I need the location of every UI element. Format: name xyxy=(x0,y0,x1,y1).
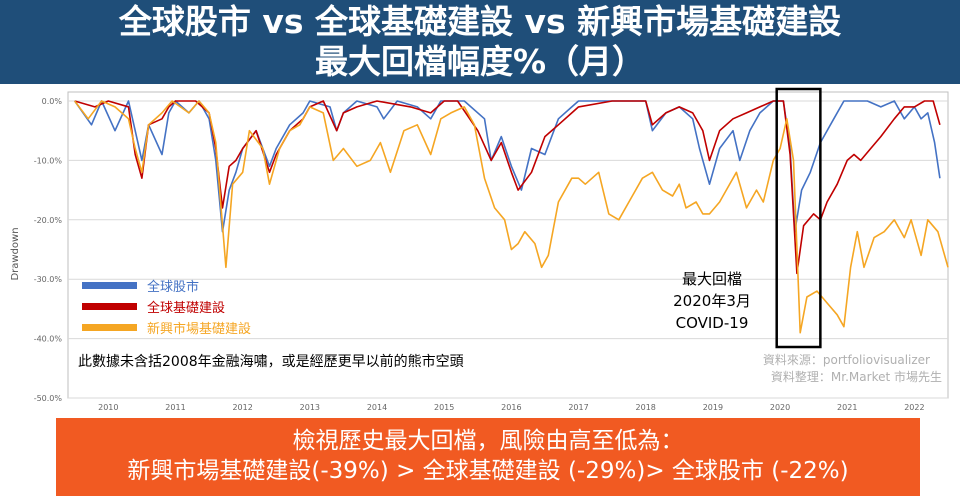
x-tick-label: 2022 xyxy=(904,403,924,412)
x-tick-label: 2011 xyxy=(165,403,185,412)
x-tick-label: 2018 xyxy=(636,403,656,412)
x-tick-label: 2013 xyxy=(300,403,320,412)
y-axis-label: Drawdown xyxy=(10,227,21,280)
drawdown-chart: 0.0%-10.0%-20.0%-30.0%-40.0%-50.0% 2010 2… xyxy=(10,87,949,412)
legend-label: 全球基礎建設 xyxy=(147,300,225,316)
conclusion-line-2: 新興市場基礎建設(-39%) > 全球基礎建設 (-29%)> 全球股市 (-2… xyxy=(127,458,849,484)
series-line-3 xyxy=(74,100,949,334)
x-tick-label: 2012 xyxy=(232,403,252,412)
x-tick-label: 2010 xyxy=(98,403,118,412)
conclusion-line-1: 檢視歷史最大回檔，風險由高至低為： xyxy=(292,428,684,454)
x-tick-label: 2014 xyxy=(367,403,387,412)
x-tick-label: 2016 xyxy=(501,403,521,412)
data-note: 此數據未含括2008年金融海嘯，或是經歷更早以前的熊市空頭 xyxy=(78,353,464,370)
title-banner: 全球股市 vs 全球基礎建設 vs 新興市場基礎建設 最大回檔幅度%（月） xyxy=(0,0,960,84)
source-line-2: 資料整理：Mr.Market 市場先生 xyxy=(771,369,942,384)
legend-label: 全球股市 xyxy=(147,279,199,295)
y-tick-label: -50.0% xyxy=(34,394,63,403)
grid-lines xyxy=(68,100,948,399)
conclusion-banner: 檢視歷史最大回檔，風險由高至低為： 新興市場基礎建設(-39%) > 全球基礎建… xyxy=(56,418,920,496)
x-tick-label: 2021 xyxy=(837,403,857,412)
covid-label-line-2: 2020年3月 xyxy=(673,292,751,310)
x-tick-labels: 2010 2011 2012 2013 2014 2015 2016 2017 2018 2019… xyxy=(98,403,924,412)
series-line-1 xyxy=(74,100,941,233)
legend-swatch xyxy=(82,303,137,310)
x-tick-label: 2019 xyxy=(703,403,723,412)
legend-label: 新興市場基礎建設 xyxy=(147,321,251,337)
y-tick-label: 0.0% xyxy=(42,97,63,106)
y-tick-label: -20.0% xyxy=(34,216,63,225)
series-lines xyxy=(74,100,949,334)
title-line-1: 全球股市 vs 全球基礎建設 vs 新興市場基礎建設 xyxy=(118,2,842,41)
y-tick-label: -10.0% xyxy=(34,156,63,165)
x-tick-label: 2017 xyxy=(568,403,588,412)
legend-swatch xyxy=(82,324,137,331)
y-tick-label: -30.0% xyxy=(34,275,63,284)
x-tick-label: 2015 xyxy=(434,403,454,412)
covid-label-line-3: COVID-19 xyxy=(676,314,749,332)
x-tick-label: 2020 xyxy=(770,403,790,412)
covid-label-line-1: 最大回檔 xyxy=(682,270,742,288)
y-tick-label: -40.0% xyxy=(34,335,63,344)
title-line-2: 最大回檔幅度%（月） xyxy=(314,42,646,81)
y-tick-labels: 0.0% -10.0% -20.0% -30.0% -40.0% -50.0% xyxy=(34,97,63,403)
source-line-1: 資料來源：portfoliovisualizer xyxy=(763,353,930,367)
covid-highlight-box xyxy=(775,87,822,349)
legend-swatch xyxy=(82,282,137,289)
